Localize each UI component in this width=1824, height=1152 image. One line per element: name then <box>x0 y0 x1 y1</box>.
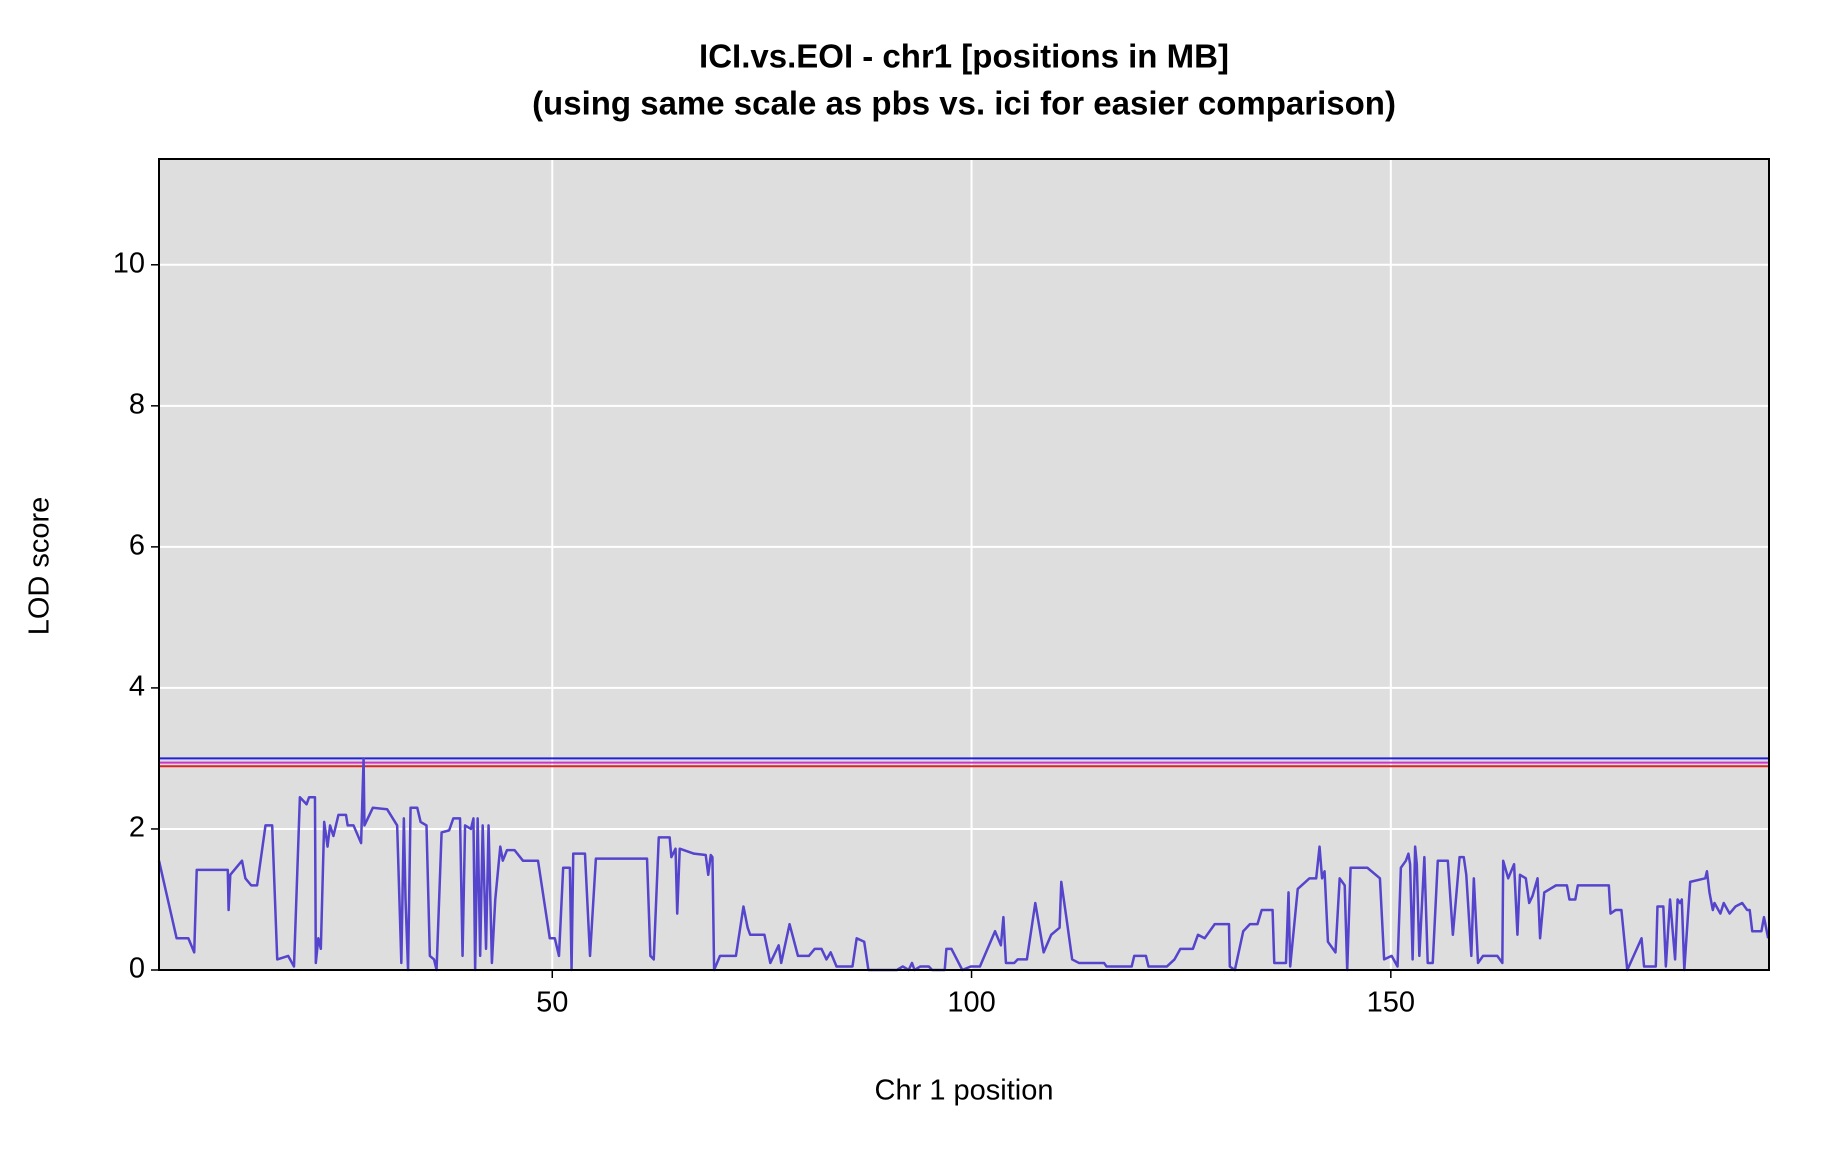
y-tick-label: 6 <box>129 530 145 562</box>
y-axis-label: LOD score <box>24 497 56 636</box>
y-tick-label: 0 <box>129 953 145 985</box>
x-tick-label: 100 <box>947 987 995 1019</box>
chart-title: ICI.vs.EOI - chr1 [positions in MB] <box>699 38 1229 75</box>
x-tick-label: 50 <box>536 987 568 1019</box>
chart-subtitle: (using same scale as pbs vs. ici for eas… <box>532 85 1396 122</box>
plot-background <box>159 159 1769 970</box>
x-tick-label: 150 <box>1367 987 1415 1019</box>
y-tick-label: 4 <box>129 671 145 703</box>
plot-frame <box>158 158 1770 971</box>
y-tick-label: 2 <box>129 812 145 844</box>
lod-line <box>157 757 1770 972</box>
x-axis-label: Chr 1 position <box>875 1075 1054 1107</box>
y-tick-label: 8 <box>129 388 145 420</box>
y-tick-label: 10 <box>113 247 145 279</box>
